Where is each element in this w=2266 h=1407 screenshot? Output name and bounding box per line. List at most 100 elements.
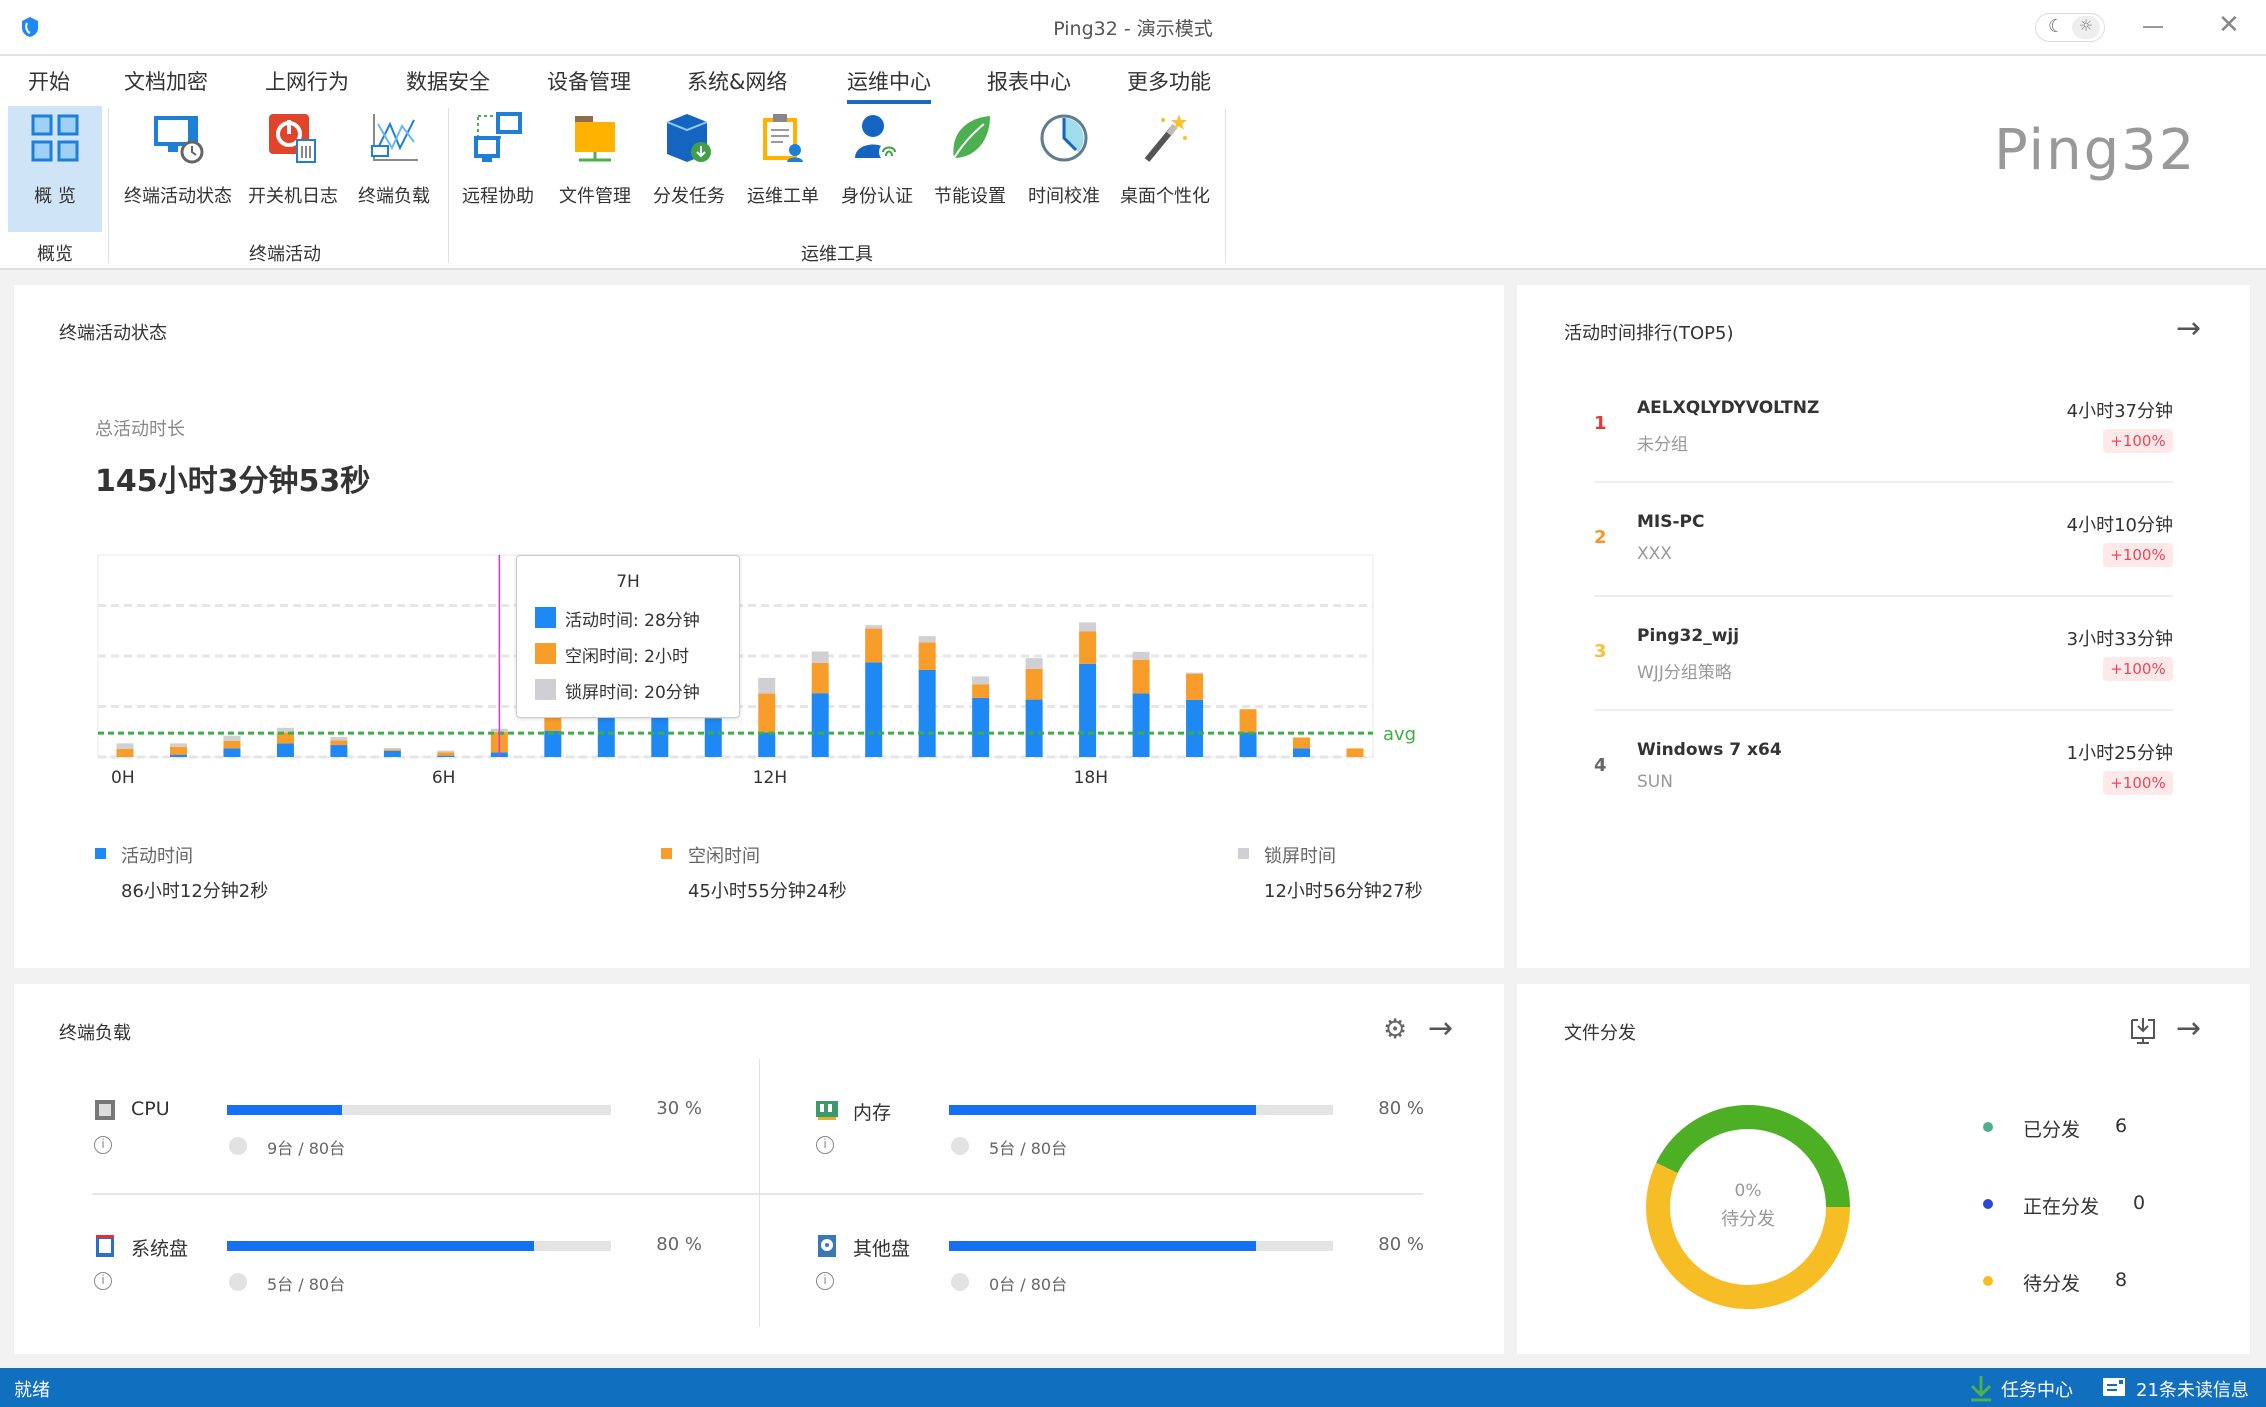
bar-3H-series-0[interactable] (276, 743, 294, 757)
tab-system-network[interactable]: 系统&网络 (687, 70, 788, 94)
tab-web-behavior[interactable]: 上网行为 (265, 70, 349, 94)
bar-12H-series-1[interactable] (758, 693, 776, 733)
bar-20H-series-0[interactable] (1186, 699, 1204, 757)
ribbon-work-order-button[interactable]: 运维工单 (731, 106, 835, 232)
load-more-arrow-icon[interactable]: → (1428, 1011, 1454, 1046)
bar-14H-series-1[interactable] (865, 628, 883, 663)
close-button[interactable]: ✕ (2218, 10, 2240, 40)
bar-2H-series-2[interactable] (223, 735, 241, 741)
bar-14H-series-0[interactable] (865, 662, 883, 757)
bar-18H-series-2[interactable] (1079, 622, 1097, 632)
ribbon-time-sync-button[interactable]: 时间校准 (1012, 106, 1116, 232)
gear-icon[interactable]: ⚙ (1383, 1014, 1408, 1045)
ribbon-file-management-button[interactable]: 文件管理 (543, 106, 647, 232)
sun-icon[interactable]: ☼ (2072, 16, 2100, 39)
tab-ops-center[interactable]: 运维中心 (847, 66, 931, 104)
bar-16H-series-1[interactable] (972, 684, 990, 698)
ribbon-terminal-load-button[interactable]: 终端负载 (342, 106, 446, 232)
tab-doc-encryption[interactable]: 文档加密 (124, 70, 208, 94)
bar-1H-series-2[interactable] (169, 743, 187, 747)
terminal-name[interactable]: Ping32_wjj (1637, 626, 1740, 646)
bar-0H-series-1[interactable] (116, 748, 134, 757)
donut-segment-2[interactable] (1646, 1162, 1850, 1309)
bar-15H-series-0[interactable] (918, 669, 936, 757)
ribbon-terminal-activity-button[interactable]: 终端活动状态 (124, 106, 232, 232)
bar-19H-series-1[interactable] (1132, 659, 1150, 694)
theme-toggle[interactable]: ☾ ☼ (2035, 13, 2105, 42)
bar-5H-series-0[interactable] (383, 750, 401, 757)
tab-data-security[interactable]: 数据安全 (406, 70, 490, 94)
ranking-more-arrow-icon[interactable]: → (2176, 311, 2202, 346)
bar-5H-series-2[interactable] (383, 747, 401, 750)
info-icon[interactable]: i (94, 1272, 112, 1290)
bar-4H-series-2[interactable] (330, 736, 348, 741)
bar-23H-series-1[interactable] (1346, 748, 1364, 757)
tab-device-management[interactable]: 设备管理 (547, 70, 631, 94)
bar-6H-series-2[interactable] (437, 750, 455, 753)
bar-18H-series-0[interactable] (1079, 663, 1097, 757)
ribbon-overview-button[interactable]: 概 览 (8, 106, 102, 232)
moon-icon[interactable]: ☾ (2048, 16, 2065, 37)
bar-17H-series-2[interactable] (1025, 658, 1043, 669)
bar-1H-series-0[interactable] (169, 754, 187, 757)
bar-16H-series-2[interactable] (972, 676, 990, 685)
distribution-more-arrow-icon[interactable]: → (2176, 1011, 2202, 1046)
bar-17H-series-1[interactable] (1025, 668, 1043, 700)
bar-21H-series-0[interactable] (1239, 732, 1257, 757)
task-center-link[interactable]: 任务中心 (2001, 1380, 2073, 1401)
info-icon[interactable]: i (816, 1136, 834, 1154)
ribbon-identity-auth-button[interactable]: 身份认证 (825, 106, 929, 232)
bar-19H-series-2[interactable] (1132, 651, 1150, 660)
info-icon[interactable]: i (94, 1136, 112, 1154)
bar-9H-series-0[interactable] (597, 716, 615, 757)
minimize-button[interactable] (2143, 26, 2163, 28)
bar-14H-series-2[interactable] (865, 625, 883, 629)
donut-segment-0[interactable] (1656, 1105, 1850, 1208)
bar-3H-series-2[interactable] (276, 727, 294, 733)
bar-2H-series-0[interactable] (223, 748, 241, 757)
bar-17H-series-0[interactable] (1025, 699, 1043, 757)
bar-15H-series-2[interactable] (918, 636, 936, 643)
bar-10H-series-0[interactable] (651, 714, 669, 757)
download-to-pc-icon[interactable] (2128, 1016, 2158, 1046)
bar-20H-series-1[interactable] (1186, 673, 1204, 700)
ribbon-distribute-task-button[interactable]: 分发任务 (637, 106, 741, 232)
tab-start[interactable]: 开始 (28, 70, 70, 94)
bar-13H-series-0[interactable] (811, 693, 829, 757)
bar-1H-series-1[interactable] (169, 746, 187, 755)
bar-13H-series-2[interactable] (811, 651, 829, 663)
ribbon-power-log-button[interactable]: 开关机日志 (241, 106, 345, 232)
bar-6H-series-1[interactable] (437, 752, 455, 756)
tab-report-center[interactable]: 报表中心 (987, 70, 1071, 94)
bar-4H-series-1[interactable] (330, 740, 348, 746)
message-icon[interactable] (2102, 1377, 2126, 1397)
bar-12H-series-0[interactable] (758, 732, 776, 757)
bar-20H-series-2[interactable] (1186, 672, 1204, 674)
bar-12H-series-2[interactable] (758, 677, 776, 694)
bar-19H-series-0[interactable] (1132, 693, 1150, 757)
bar-5H-series-1[interactable] (383, 749, 401, 751)
info-icon[interactable]: i (816, 1272, 834, 1290)
bar-22H-series-1[interactable] (1293, 737, 1311, 749)
ribbon-remote-assist-button[interactable]: 远程协助 (446, 106, 550, 232)
bar-3H-series-1[interactable] (276, 732, 294, 744)
activity-chart[interactable]: 0H 6H 12H 18H avg (0, 0, 1504, 820)
terminal-name[interactable]: MIS-PC (1637, 512, 1705, 532)
download-arrow-icon[interactable] (1968, 1374, 1994, 1402)
terminal-name[interactable]: AELXQLYDYVOLTNZ (1637, 398, 1820, 418)
bar-11H-series-0[interactable] (704, 718, 722, 757)
bar-2H-series-1[interactable] (223, 740, 241, 749)
bar-16H-series-0[interactable] (972, 697, 990, 757)
ribbon-energy-saving-button[interactable]: 节能设置 (918, 106, 1022, 232)
bar-8H-series-0[interactable] (544, 730, 562, 757)
bar-15H-series-1[interactable] (918, 642, 936, 670)
bar-13H-series-1[interactable] (811, 662, 829, 694)
bar-6H-series-0[interactable] (437, 755, 455, 757)
terminal-name[interactable]: Windows 7 x64 (1637, 740, 1782, 760)
tab-more-features[interactable]: 更多功能 (1127, 70, 1211, 94)
bar-22H-series-0[interactable] (1293, 748, 1311, 757)
bar-0H-series-2[interactable] (116, 743, 134, 749)
unread-messages-link[interactable]: 21条未读信息 (2136, 1380, 2249, 1401)
bar-4H-series-0[interactable] (330, 745, 348, 757)
bar-21H-series-1[interactable] (1239, 709, 1257, 733)
